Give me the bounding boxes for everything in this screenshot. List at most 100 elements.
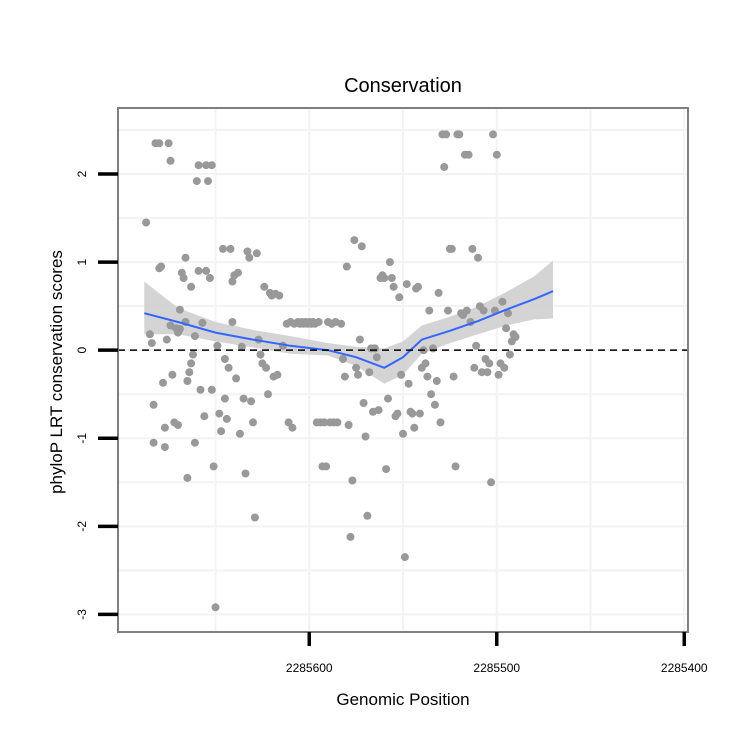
data-point — [234, 268, 242, 277]
data-point — [228, 318, 237, 326]
data-point — [462, 306, 471, 315]
x-axis-title: Genomic Position — [336, 690, 469, 709]
data-point — [207, 385, 216, 394]
data-point — [166, 156, 175, 165]
data-point — [160, 423, 169, 432]
data-point — [355, 335, 364, 344]
data-point — [179, 274, 188, 282]
data-point — [162, 335, 171, 344]
data-point — [175, 325, 184, 333]
smooth-line-layer — [144, 290, 554, 369]
data-point — [350, 236, 359, 245]
data-point — [354, 370, 362, 379]
data-point — [164, 139, 173, 148]
data-point — [511, 333, 520, 341]
data-point — [149, 400, 158, 409]
data-point — [380, 274, 389, 282]
data-point — [489, 130, 497, 139]
data-point — [359, 399, 368, 407]
data-point — [421, 359, 430, 368]
data-point — [273, 370, 282, 379]
data-point — [181, 253, 190, 262]
data-point — [434, 288, 443, 297]
data-point — [429, 344, 437, 353]
data-point — [399, 429, 407, 438]
data-point — [408, 409, 417, 418]
data-point — [147, 339, 156, 348]
data-point — [220, 394, 229, 403]
data-point — [322, 462, 331, 471]
data-point — [374, 406, 383, 415]
data-point — [249, 418, 257, 427]
data-point — [348, 476, 357, 485]
data-point — [196, 385, 205, 394]
data-point — [320, 418, 329, 427]
data-point — [479, 306, 488, 315]
data-point — [500, 363, 509, 372]
data-point — [155, 139, 164, 148]
data-point — [187, 359, 196, 368]
data-point — [451, 462, 460, 471]
data-point — [504, 309, 512, 318]
y-tick-label: 2 — [75, 170, 89, 177]
data-point — [194, 161, 203, 170]
data-point — [314, 318, 323, 326]
data-point — [505, 350, 514, 359]
data-point — [472, 341, 481, 350]
data-point — [464, 150, 473, 159]
data-point — [250, 513, 259, 522]
smooth-line — [144, 290, 554, 369]
y-axis-title: phyloP LRT conservation scores — [47, 250, 66, 494]
data-point — [204, 177, 212, 186]
data-point — [385, 258, 394, 267]
data-point — [243, 247, 252, 256]
data-point — [357, 242, 366, 251]
data-point — [213, 341, 222, 350]
data-point — [262, 363, 271, 372]
x-tick-label: 2285400 — [661, 661, 708, 675]
data-point — [205, 274, 214, 282]
data-point — [224, 363, 233, 372]
data-point — [183, 377, 192, 385]
data-point — [190, 438, 199, 447]
data-point — [340, 372, 349, 381]
data-point — [228, 277, 237, 286]
data-point — [483, 368, 492, 377]
x-axis: 2285600 2285500 2285400 — [286, 632, 708, 675]
data-point — [160, 443, 169, 452]
data-point — [198, 318, 207, 327]
data-point — [402, 280, 411, 289]
data-point — [220, 355, 229, 363]
data-point — [449, 372, 458, 381]
data-point — [430, 400, 439, 409]
data-point — [168, 370, 177, 379]
data-point — [192, 177, 201, 186]
data-point — [384, 394, 392, 403]
data-point — [337, 319, 346, 328]
data-point — [487, 478, 496, 487]
data-point — [502, 324, 511, 333]
data-point — [202, 161, 211, 170]
data-point — [288, 423, 297, 432]
y-axis: -3 -2 -1 0 1 2 — [75, 170, 118, 620]
data-point — [241, 469, 250, 478]
data-point — [222, 414, 231, 423]
data-point — [442, 130, 451, 139]
y-tick-label: 0 — [75, 347, 89, 354]
data-point — [410, 423, 419, 432]
data-point — [370, 344, 379, 353]
data-point — [232, 374, 241, 383]
data-point — [252, 249, 261, 258]
data-point — [217, 427, 226, 436]
data-point — [149, 438, 158, 447]
data-point — [235, 429, 244, 438]
data-point — [372, 353, 381, 362]
data-point — [470, 363, 479, 372]
data-point — [389, 282, 398, 291]
data-point — [245, 253, 254, 262]
data-point — [447, 244, 456, 253]
data-point — [256, 350, 265, 359]
data-point — [190, 332, 199, 341]
data-point — [264, 390, 272, 399]
